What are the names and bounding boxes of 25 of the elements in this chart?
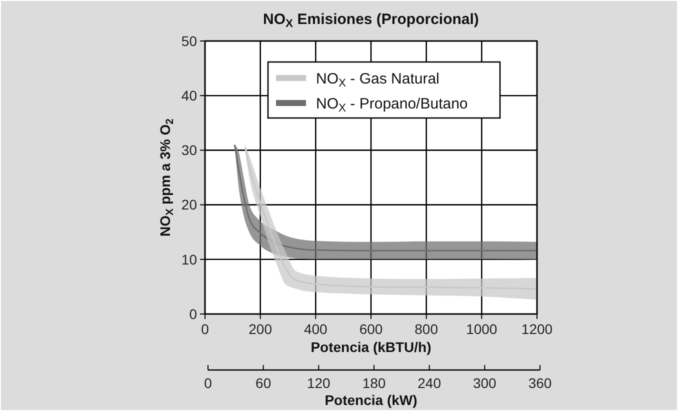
x2-tick-label: 120 [306, 375, 331, 391]
legend-label: NO$_{X}$ - Gas Natural [316, 70, 440, 89]
y-tick-label: 40 [181, 88, 198, 104]
x2-tick-label: 240 [418, 375, 442, 391]
y-tick-label: 10 [181, 251, 198, 268]
y-tick-label: 50 [181, 32, 198, 49]
x2-tick-label: 0 [204, 375, 212, 391]
y-tick-label: 0 [189, 306, 198, 322]
x2-tick-label: 300 [472, 375, 497, 391]
x2-tick-label: 180 [362, 375, 386, 391]
x-tick-label: 1000 [466, 321, 498, 337]
x-tick-label: 800 [414, 321, 438, 337]
y-tick-label: 30 [181, 142, 198, 158]
x2-tick-label: 360 [528, 375, 552, 391]
x2-tick-label: 60 [256, 375, 272, 391]
legend-label: NO$_{X}$ - Propano/Butano [316, 95, 468, 114]
x-tick-label: 400 [304, 321, 328, 337]
x-tick-label: 0 [201, 321, 210, 337]
y-tick-label: 20 [181, 196, 198, 213]
x-tick-label: 600 [359, 321, 383, 337]
x-axis-title: Potencia (kBTU/h) [310, 339, 432, 355]
chart-title: NO$_{X}$ Emisiones (Proporcional) [263, 11, 479, 30]
x2-axis-title: Potencia (kW) [324, 392, 418, 408]
x-tick-label: 1200 [521, 321, 553, 337]
x-tick-label: 200 [248, 321, 272, 337]
